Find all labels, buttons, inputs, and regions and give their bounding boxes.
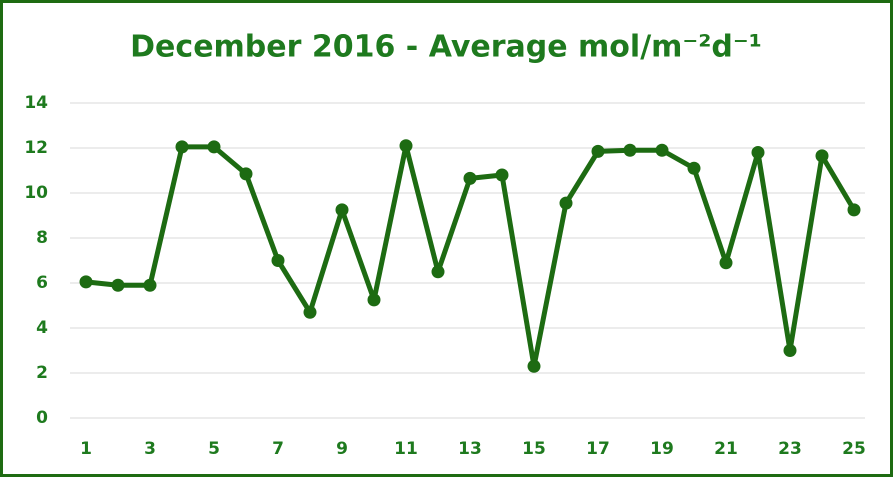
x-tick-label: 1 bbox=[80, 439, 92, 459]
y-tick-label: 12 bbox=[24, 138, 48, 158]
data-point bbox=[623, 143, 637, 157]
x-tick-label: 25 bbox=[842, 439, 866, 459]
data-point bbox=[847, 203, 861, 217]
data-point bbox=[175, 140, 189, 154]
data-point bbox=[527, 359, 541, 373]
x-tick-label: 15 bbox=[522, 439, 546, 459]
x-tick-label: 3 bbox=[144, 439, 156, 459]
x-tick-label: 17 bbox=[586, 439, 610, 459]
data-point bbox=[303, 305, 317, 319]
data-point bbox=[207, 140, 221, 154]
data-point bbox=[399, 139, 413, 153]
data-point bbox=[143, 278, 157, 292]
x-tick-label: 23 bbox=[778, 439, 802, 459]
data-point bbox=[111, 278, 125, 292]
data-point bbox=[79, 275, 93, 289]
y-tick-label: 4 bbox=[36, 318, 48, 338]
data-point bbox=[431, 265, 445, 279]
data-point bbox=[367, 293, 381, 307]
data-point bbox=[815, 149, 829, 163]
y-tick-label: 10 bbox=[24, 183, 48, 203]
x-tick-label: 21 bbox=[714, 439, 738, 459]
y-tick-label: 6 bbox=[36, 273, 48, 293]
x-tick-label: 7 bbox=[272, 439, 284, 459]
data-point bbox=[335, 203, 349, 217]
y-tick-label: 0 bbox=[36, 408, 48, 428]
data-point bbox=[495, 168, 509, 182]
data-point bbox=[783, 344, 797, 357]
y-tick-label: 2 bbox=[36, 363, 48, 383]
data-point bbox=[271, 254, 285, 267]
data-point bbox=[239, 167, 253, 181]
data-point bbox=[591, 144, 605, 158]
data-point bbox=[463, 171, 477, 185]
x-tick-label: 9 bbox=[336, 439, 348, 459]
data-point bbox=[719, 256, 733, 270]
data-point bbox=[751, 146, 765, 159]
y-tick-label: 8 bbox=[36, 228, 48, 248]
y-tick-label: 14 bbox=[24, 93, 48, 113]
x-tick-label: 5 bbox=[208, 439, 220, 459]
chart-title: December 2016 - Average mol/m⁻²d⁻¹ bbox=[130, 30, 762, 65]
data-point bbox=[559, 196, 573, 210]
x-tick-label: 11 bbox=[394, 439, 418, 459]
data-point bbox=[687, 161, 701, 175]
data-point bbox=[655, 143, 669, 157]
x-tick-label: 13 bbox=[458, 439, 482, 459]
x-tick-label: 19 bbox=[650, 439, 674, 459]
